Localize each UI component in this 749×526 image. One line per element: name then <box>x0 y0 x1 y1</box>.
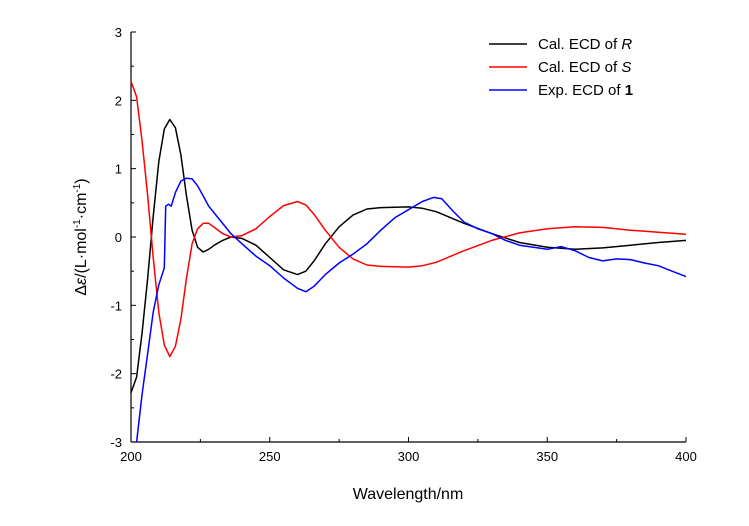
x-tick-label: 200 <box>120 449 142 464</box>
series-lines <box>130 80 687 443</box>
y-axis-title-prefix: Δ <box>73 285 90 296</box>
y-tick-label: -3 <box>110 435 122 450</box>
y-axis-ticks: -3 -2 -1 0 1 2 3 <box>110 25 136 450</box>
y-tick-label: 1 <box>115 162 122 177</box>
legend-label-r: Cal. ECD of R <box>538 36 632 53</box>
x-tick-label: 250 <box>259 449 281 464</box>
legend-label-r-prefix: Cal. ECD of <box>538 36 621 53</box>
x-tick-label: 300 <box>398 449 420 464</box>
legend-label-exp-emph: 1 <box>625 82 633 99</box>
y-axis-title-open: /(L·mol <box>73 228 90 278</box>
legend-label-r-emph: R <box>621 36 632 53</box>
y-tick-label: -2 <box>110 367 122 382</box>
y-axis-title: Δε/(L·mol-1·cm-1) <box>72 178 90 295</box>
series-line-exp-1 <box>135 177 687 443</box>
y-tick-label: -1 <box>110 298 122 313</box>
y-tick-label: 3 <box>115 25 122 40</box>
y-tick-label: 0 <box>115 230 122 245</box>
legend-label-exp: Exp. ECD of 1 <box>538 82 633 99</box>
y-axis-title-exp2: -1 <box>72 183 83 192</box>
legend: Cal. ECD of R Cal. ECD of S Exp. ECD of … <box>489 36 633 99</box>
series-line-cal-s <box>130 80 687 358</box>
series-line-cal-r <box>130 118 687 394</box>
legend-label-s: Cal. ECD of S <box>538 59 631 76</box>
y-axis-title-exp1: -1 <box>72 219 83 228</box>
legend-label-exp-prefix: Exp. ECD of <box>538 82 625 99</box>
x-axis-ticks: 200 250 300 350 400 <box>120 437 697 464</box>
x-tick-label: 350 <box>536 449 558 464</box>
x-tick-label: 400 <box>675 449 697 464</box>
legend-label-s-prefix: Cal. ECD of <box>538 59 621 76</box>
y-tick-label: 2 <box>115 93 122 108</box>
legend-label-s-emph: S <box>621 59 631 76</box>
y-axis-title-close: ) <box>73 178 90 183</box>
x-axis-title: Wavelength/nm <box>353 486 464 503</box>
y-axis-title-symbol: ε <box>73 277 90 285</box>
y-axis-title-mid: ·cm <box>73 193 90 220</box>
